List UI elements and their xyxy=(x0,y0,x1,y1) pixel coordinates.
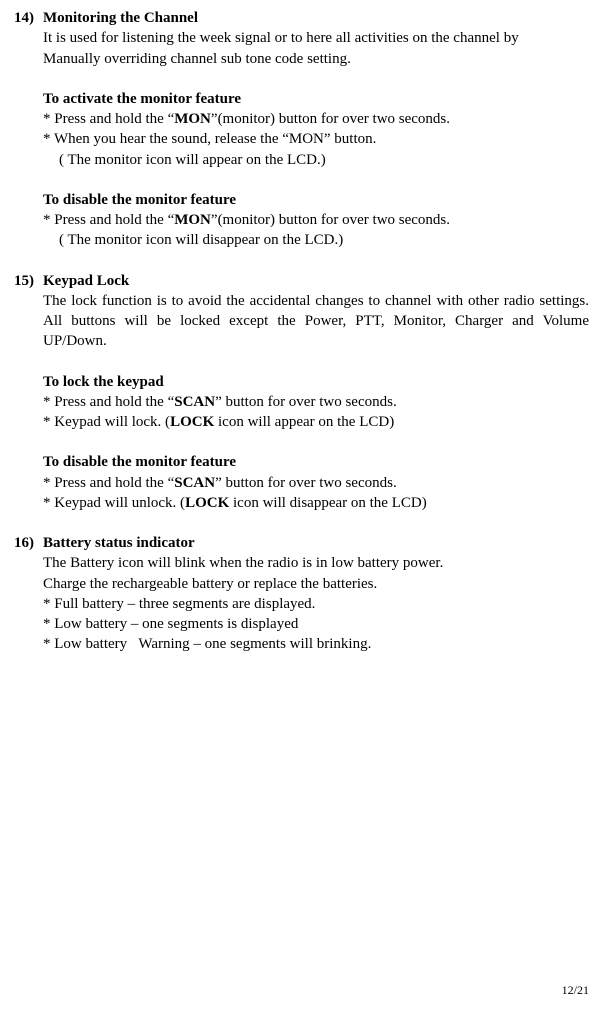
section-number: 15) xyxy=(14,271,43,291)
text-bold: SCAN xyxy=(174,475,215,491)
text-bold: LOCK xyxy=(185,495,229,511)
text-run: icon will appear on the LCD) xyxy=(214,414,394,430)
text-line: * Press and hold the “SCAN” button for o… xyxy=(43,473,589,493)
section-14-body: It is used for listening the week signal… xyxy=(14,28,589,250)
text-bold: LOCK xyxy=(170,414,214,430)
text-line: * Press and hold the “MON”(monitor) butt… xyxy=(43,109,589,129)
text-line: * Keypad will unlock. (LOCK icon will di… xyxy=(43,493,589,513)
text-run: * Keypad will lock. ( xyxy=(43,414,170,430)
text-run: icon will disappear on the LCD) xyxy=(229,495,426,511)
text-run: ”(monitor) button for over two seconds. xyxy=(211,212,450,228)
text-line: The Battery icon will blink when the rad… xyxy=(43,553,589,573)
section-title: Monitoring the Channel xyxy=(43,8,198,28)
text-run: ” button for over two seconds. xyxy=(215,394,397,410)
text-line: * When you hear the sound, release the “… xyxy=(43,129,589,149)
section-16-body: The Battery icon will blink when the rad… xyxy=(14,553,589,654)
text-line: * Low battery – one segments is displaye… xyxy=(43,614,589,634)
section-15-head: 15) Keypad Lock xyxy=(14,271,589,291)
text-run: * Press and hold the “ xyxy=(43,212,174,228)
section-title: Keypad Lock xyxy=(43,271,129,291)
section-title: Battery status indicator xyxy=(43,533,195,553)
section-15-body: The lock function is to avoid the accide… xyxy=(14,291,589,513)
sub-heading: To activate the monitor feature xyxy=(43,89,589,109)
sub-heading: To disable the monitor feature xyxy=(43,190,589,210)
section-number: 16) xyxy=(14,533,43,553)
page: 14) Monitoring the Channel It is used fo… xyxy=(0,0,603,1018)
text-run: * Press and hold the “ xyxy=(43,111,174,127)
text-line: ( The monitor icon will appear on the LC… xyxy=(43,150,589,170)
text-run: * Press and hold the “ xyxy=(43,475,174,491)
text-line: * Low battery Warning – one segments wil… xyxy=(43,634,589,654)
text-run: * Press and hold the “ xyxy=(43,394,174,410)
text-run: * Keypad will unlock. ( xyxy=(43,495,185,511)
content: 14) Monitoring the Channel It is used fo… xyxy=(14,8,589,655)
text-bold: MON xyxy=(174,111,211,127)
section-16-head: 16) Battery status indicator xyxy=(14,533,589,553)
text-line: ( The monitor icon will disappear on the… xyxy=(43,230,589,250)
section-number: 14) xyxy=(14,8,43,28)
text-line: * Full battery – three segments are disp… xyxy=(43,594,589,614)
text-line: * Keypad will lock. (LOCK icon will appe… xyxy=(43,412,589,432)
sub-heading: To lock the keypad xyxy=(43,372,589,392)
text-bold: SCAN xyxy=(174,394,215,410)
text-line: The lock function is to avoid the accide… xyxy=(43,291,589,352)
text-line: * Press and hold the “SCAN” button for o… xyxy=(43,392,589,412)
sub-heading: To disable the monitor feature xyxy=(43,452,589,472)
page-number: 12/21 xyxy=(562,983,589,998)
text-bold: MON xyxy=(174,212,211,228)
section-14-head: 14) Monitoring the Channel xyxy=(14,8,589,28)
text-line: * Press and hold the “MON”(monitor) butt… xyxy=(43,210,589,230)
text-run: ”(monitor) button for over two seconds. xyxy=(211,111,450,127)
text-line: It is used for listening the week signal… xyxy=(43,28,589,48)
text-line: Charge the rechargeable battery or repla… xyxy=(43,574,589,594)
text-line: Manually overriding channel sub tone cod… xyxy=(43,49,589,69)
text-run: ” button for over two seconds. xyxy=(215,475,397,491)
